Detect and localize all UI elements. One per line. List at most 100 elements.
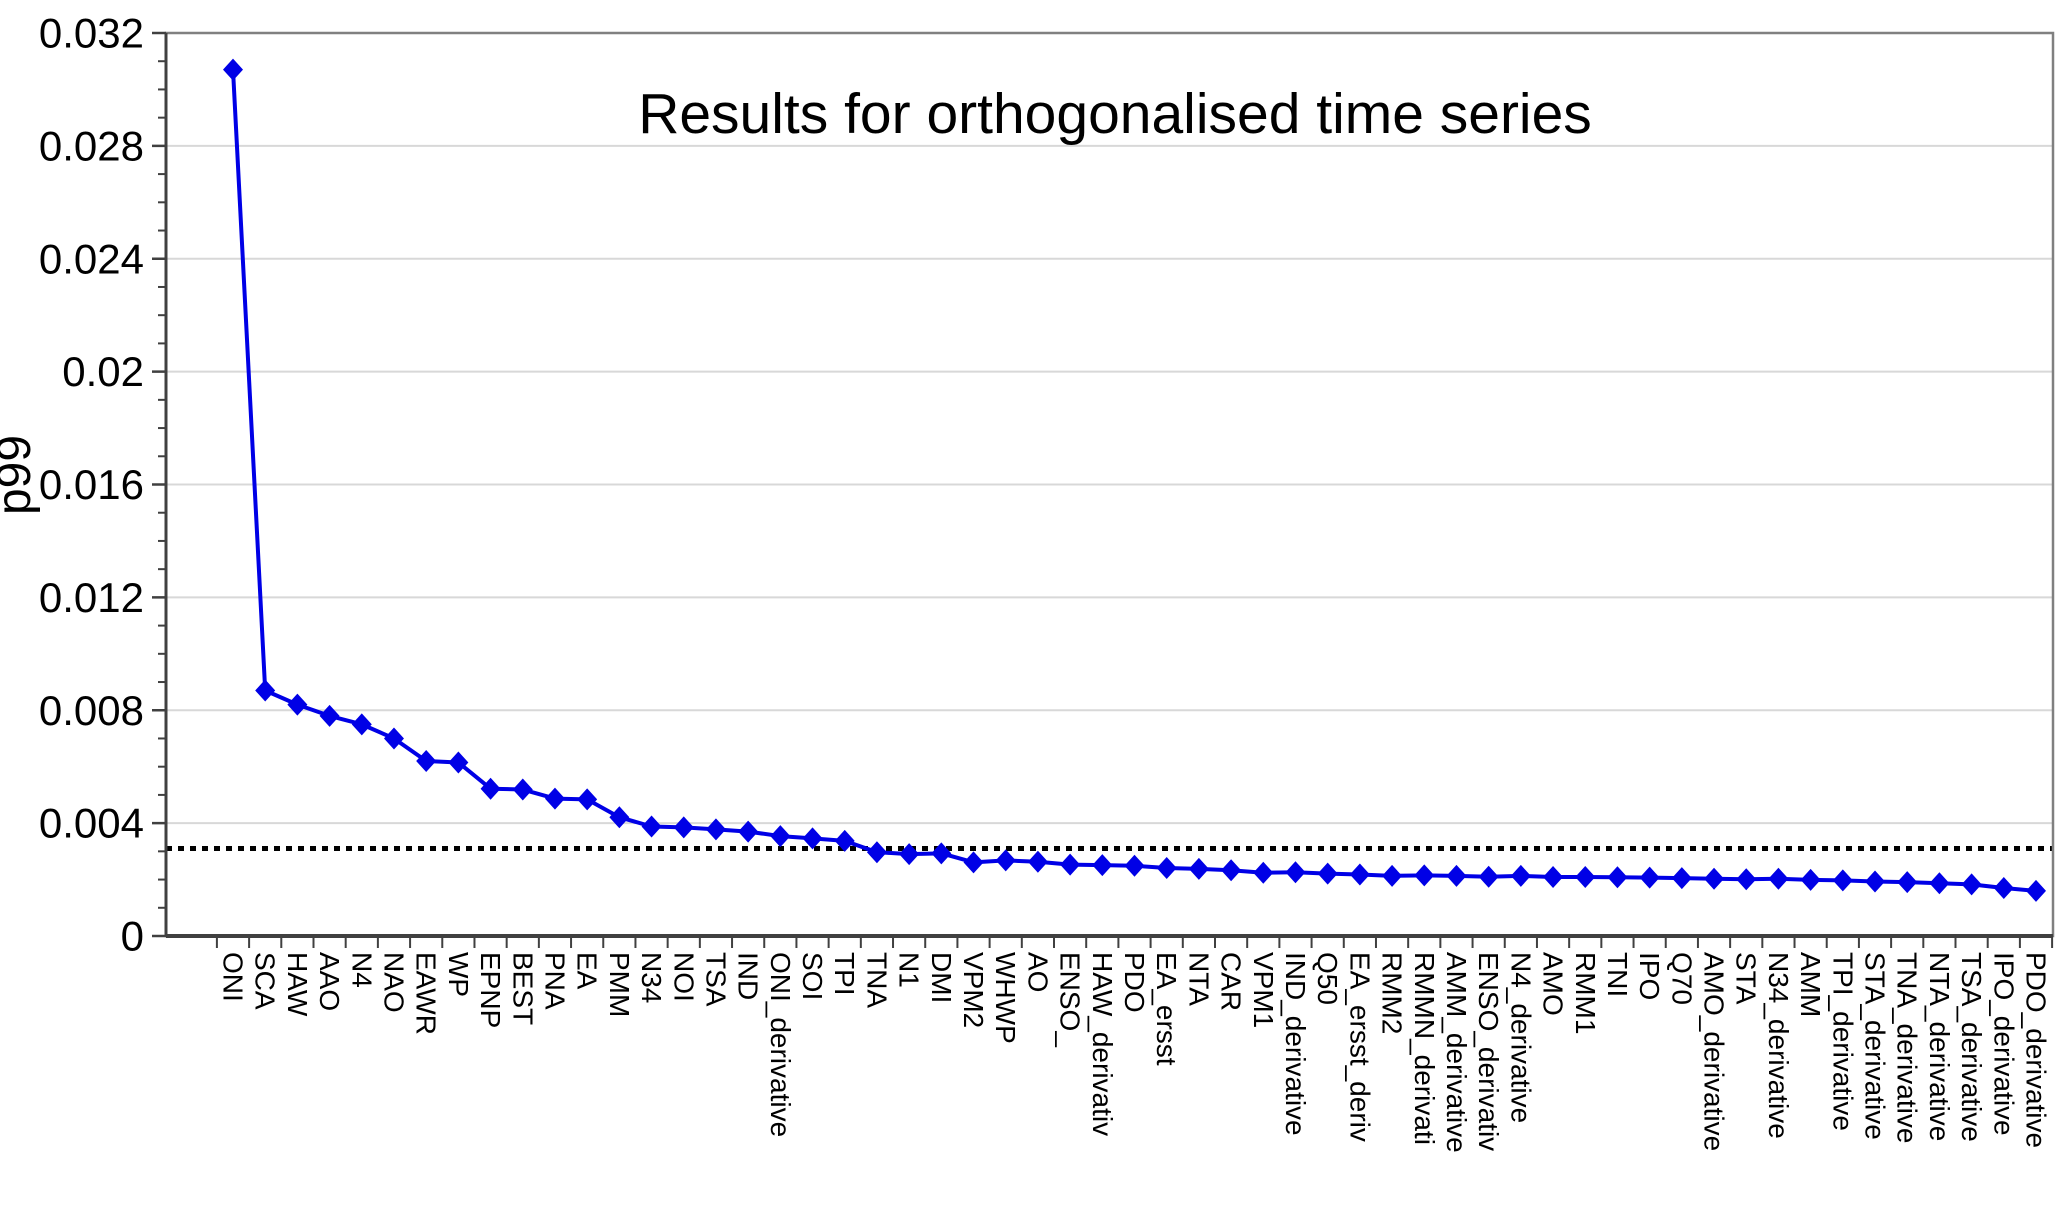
x-tick-label: TSA bbox=[700, 952, 731, 1007]
series-line bbox=[231, 69, 2037, 893]
x-tick-label: N1 bbox=[894, 952, 925, 988]
data-point-diamond bbox=[319, 704, 340, 727]
data-point-diamond bbox=[641, 815, 662, 838]
data-point-diamond bbox=[1575, 866, 1596, 889]
x-tick-label: N4_derivative bbox=[1505, 952, 1536, 1123]
x-tick-label: Q70 bbox=[1666, 952, 1697, 1005]
y-tick-label: 0.004 bbox=[39, 800, 144, 847]
x-tick-label: PNA bbox=[539, 952, 570, 1010]
x-tick-label: PDO bbox=[1119, 952, 1150, 1013]
x-tick-label: RMM2 bbox=[1377, 952, 1408, 1034]
data-point-diamond bbox=[383, 727, 404, 750]
x-tick-label: PDO_derivative bbox=[2021, 952, 2052, 1148]
x-tick-label: EA bbox=[572, 952, 603, 990]
x-tick-label: IND bbox=[733, 952, 764, 1000]
x-tick-label: TPI_derivative bbox=[1827, 952, 1858, 1131]
x-tick-label: AMM_derivative bbox=[1441, 952, 1472, 1153]
x-tick-label: AMO_derivative bbox=[1699, 952, 1730, 1151]
x-tick-label: NAO bbox=[378, 952, 409, 1013]
data-point-diamond bbox=[1285, 861, 1306, 884]
x-tick-label: ONI_derivative bbox=[765, 952, 796, 1137]
x-tick-label: TNA_derivative bbox=[1892, 952, 1923, 1143]
x-tick-label: STA_derivative bbox=[1860, 952, 1891, 1140]
data-point-diamond bbox=[287, 693, 308, 716]
x-tick-label: SOI bbox=[797, 952, 828, 1000]
x-tick-label: TSA_derivative bbox=[1956, 952, 1987, 1142]
x-tick-label: TNI bbox=[1602, 952, 1633, 997]
x-tick-label: IPO bbox=[1634, 952, 1665, 1000]
x-tick-label: NOI bbox=[668, 952, 699, 1002]
x-tick-label: RMM1 bbox=[1570, 952, 1601, 1034]
data-point-diamond bbox=[705, 818, 726, 841]
data-point-diamond bbox=[1156, 856, 1177, 879]
data-point-diamond bbox=[448, 751, 469, 774]
data-point-diamond bbox=[834, 829, 855, 852]
x-tick-label: DMI bbox=[926, 952, 957, 1003]
y-axis-label: p99 bbox=[0, 435, 41, 515]
data-point-diamond bbox=[802, 827, 823, 850]
y-tick-label: 0.024 bbox=[39, 235, 144, 282]
data-point-diamond bbox=[1961, 873, 1982, 896]
data-point-diamond bbox=[1188, 857, 1209, 880]
x-tick-label: PMM bbox=[604, 952, 635, 1017]
x-tick-label: NTA bbox=[1183, 952, 1214, 1006]
data-point-diamond bbox=[544, 787, 565, 810]
data-point-diamond bbox=[899, 843, 920, 866]
x-tick-label: ENSO_ bbox=[1055, 952, 1086, 1047]
x-tick-label: TPI bbox=[829, 952, 860, 996]
data-point-diamond bbox=[931, 842, 952, 865]
data-point-diamond bbox=[416, 750, 437, 773]
data-point-diamond bbox=[223, 58, 243, 81]
x-tick-label: EPNP bbox=[475, 952, 506, 1028]
x-tick-label: AMO bbox=[1538, 952, 1569, 1016]
y-tick-label: 0.032 bbox=[39, 10, 144, 57]
x-tick-label: HAW_derivativ bbox=[1087, 952, 1118, 1136]
data-point-diamond bbox=[770, 825, 791, 848]
x-tick-label: IPO_derivative bbox=[1988, 952, 2019, 1136]
data-point-diamond bbox=[1993, 877, 2014, 900]
ticks-layer bbox=[152, 31, 2054, 948]
x-tick-label: NTA_derivative bbox=[1924, 952, 1955, 1141]
y-tick-label: 0 bbox=[121, 913, 144, 960]
data-point-diamond bbox=[1865, 870, 1886, 893]
data-point-diamond bbox=[1221, 859, 1242, 882]
y-tick-label: 0.028 bbox=[39, 122, 144, 169]
x-tick-label: AMM bbox=[1795, 952, 1826, 1017]
y-tick-label: 0.008 bbox=[39, 687, 144, 734]
data-point-diamond bbox=[480, 777, 501, 800]
data-point-diamond bbox=[255, 679, 276, 702]
y-tick-label: 0.012 bbox=[39, 574, 144, 621]
data-point-diamond bbox=[577, 788, 598, 811]
data-point-diamond bbox=[1639, 866, 1660, 889]
x-tick-label: Q50 bbox=[1312, 952, 1343, 1005]
data-point-diamond bbox=[963, 851, 984, 874]
data-point-diamond bbox=[1543, 866, 1564, 889]
data-point-diamond bbox=[1124, 854, 1145, 877]
data-point-diamond bbox=[1027, 850, 1048, 873]
x-tick-label: WHWP bbox=[990, 952, 1021, 1044]
x-tick-label: EAWR bbox=[411, 952, 442, 1035]
data-point-diamond bbox=[1510, 864, 1531, 887]
data-point-diamond bbox=[1414, 864, 1435, 887]
x-tick-label: N34 bbox=[636, 952, 667, 1003]
x-tick-label: HAW bbox=[282, 952, 313, 1017]
data-point-diamond bbox=[1607, 866, 1628, 889]
x-tick-label: EA_ersst bbox=[1151, 952, 1182, 1066]
data-point-diamond bbox=[1832, 869, 1853, 892]
x-tick-label: RMMN_derivati bbox=[1409, 952, 1440, 1145]
data-point-diamond bbox=[609, 806, 630, 829]
x-tick-label: IND_derivative bbox=[1280, 952, 1311, 1136]
x-tick-label: BEST bbox=[507, 952, 538, 1025]
data-point-diamond bbox=[1800, 868, 1821, 891]
data-point-diamond bbox=[1768, 867, 1789, 890]
y-tick-label: 0.016 bbox=[39, 461, 144, 508]
data-point-diamond bbox=[1092, 854, 1113, 877]
chart-title: Results for orthogonalised time series bbox=[638, 82, 1592, 146]
x-tick-label: N34_derivative bbox=[1763, 952, 1794, 1139]
data-point-diamond bbox=[1704, 867, 1725, 890]
data-point-diamond bbox=[512, 778, 533, 801]
x-tick-label: ENSO_derivativ bbox=[1473, 952, 1504, 1151]
data-point-diamond bbox=[1060, 853, 1081, 876]
x-tick-label: EA_ersst_deriv bbox=[1344, 952, 1375, 1142]
